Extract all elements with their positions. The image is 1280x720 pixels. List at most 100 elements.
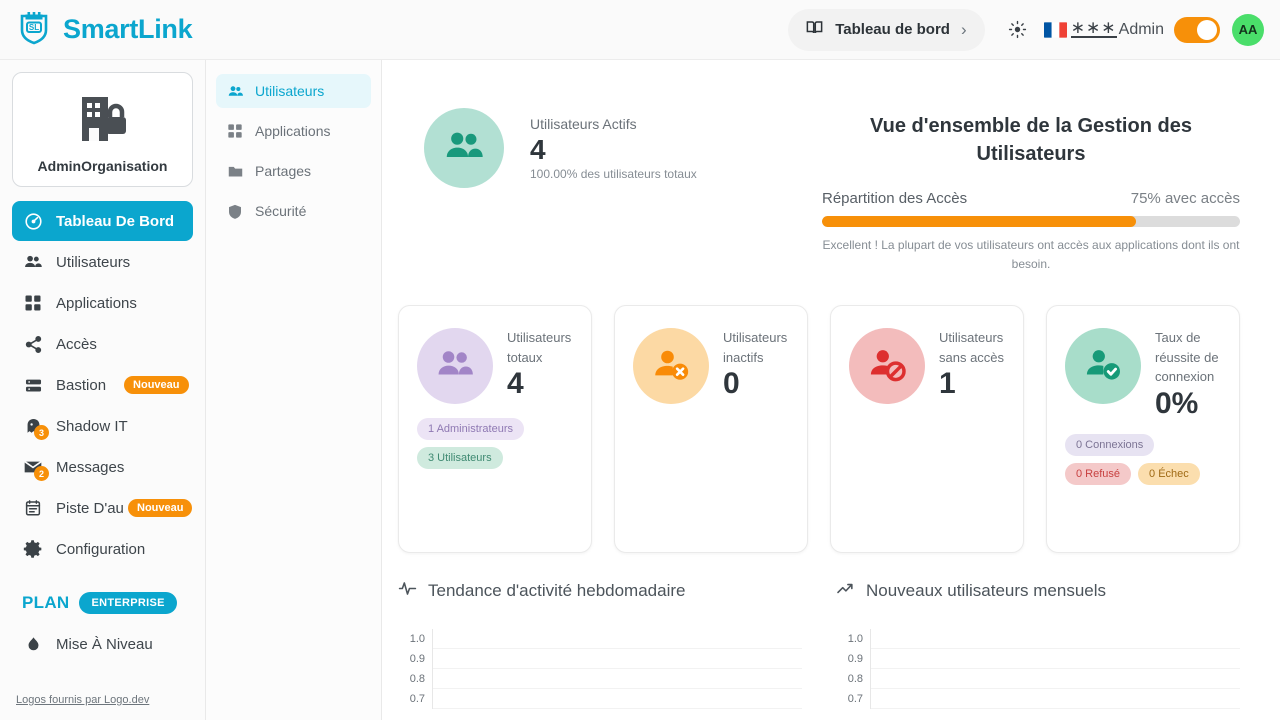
folder-icon [226, 162, 244, 180]
sidebar-nav: Tableau De Bord Utilisateurs [0, 201, 205, 570]
sidebar-item-piste-audit[interactable]: Piste D'au Nouveau [12, 488, 193, 528]
building-lock-icon [72, 97, 134, 149]
users-icon [22, 251, 44, 273]
sidebar-item-acces[interactable]: Accès [12, 324, 193, 364]
sidebar-label-bastion: Bastion [56, 376, 107, 394]
envelope-icon: 2 [22, 456, 49, 481]
user-check-icon [1082, 343, 1124, 390]
logo-credit-link[interactable]: Logos fournis par Logo.dev [16, 694, 150, 706]
plan-tier-badge: ENTERPRISE [79, 592, 177, 614]
toggle-knob [1197, 19, 1217, 40]
subnav-label-utilisateurs: Utilisateurs [255, 83, 325, 99]
sidebar-item-configuration[interactable]: Configuration [12, 529, 193, 569]
sidebar-item-upgrade[interactable]: Mise À Niveau [12, 624, 193, 664]
sun-icon[interactable] [999, 11, 1037, 49]
users-icon [442, 124, 486, 173]
sidebar-item-shadow-it[interactable]: 3 Shadow IT [12, 406, 193, 446]
login-rate-label: Taux de réussite de connexion [1155, 330, 1219, 385]
subnav-item-applications[interactable]: Applications [216, 114, 371, 148]
gridline [433, 689, 802, 710]
card-header: Utilisateurs sans accès 1 [849, 328, 1005, 405]
admin-mode-toggle[interactable] [1174, 16, 1220, 43]
sidebar-item-bastion[interactable]: Bastion Nouveau [12, 365, 193, 405]
kpi-card-login-success-rate[interactable]: Taux de réussite de connexion 0% 0 Conne… [1046, 305, 1240, 554]
login-rate-value: 0% [1155, 386, 1199, 420]
kpi-card-total-users[interactable]: Utilisateurs totaux 4 1 Administrateurs … [398, 305, 592, 554]
sidebar-footer: Logos fournis par Logo.dev [0, 680, 205, 720]
admin-label: Admin [1118, 20, 1164, 38]
sidebar-item-utilisateurs[interactable]: Utilisateurs [12, 242, 193, 282]
organisation-card[interactable]: AdminOrganisation [12, 72, 193, 187]
inactive-users-label: Utilisateurs inactifs [723, 330, 788, 365]
messages-count: 2 [34, 466, 49, 481]
kpi-card-inactive-users[interactable]: Utilisateurs inactifs 0 [614, 305, 808, 554]
sidebar-label-acces: Accès [56, 335, 97, 353]
sidebar-label-utilisateurs: Utilisateurs [56, 253, 131, 271]
chart-monthly-new-users: Nouveaux utilisateurs mensuels 1.0 0.9 0… [836, 579, 1240, 710]
card-text: Utilisateurs sans accès 1 [939, 328, 1005, 400]
chip-connexions: 0 Connexions [1065, 433, 1155, 456]
badge-nouveau-bastion: Nouveau [124, 376, 189, 394]
brand-name: SmartLink [63, 14, 193, 44]
chart-header: Tendance d'activité hebdomadaire [398, 579, 802, 603]
more-options-icon[interactable]: ∗∗∗ [1070, 11, 1117, 49]
active-users-subtext: 100.00% des utilisateurs totaux [530, 166, 697, 181]
overview-title: Vue d'ensemble de la Gestion des Utilisa… [870, 115, 1192, 165]
subnav-item-partages[interactable]: Partages [216, 154, 371, 188]
book-icon [805, 18, 824, 42]
chart-plot-monthly: 1.0 0.9 0.8 0.7 [836, 629, 1240, 710]
subnav-label-applications: Applications [255, 123, 331, 139]
ytick: 0.8 [847, 673, 863, 686]
flame-icon [22, 633, 44, 655]
chart-header: Nouveaux utilisateurs mensuels [836, 579, 1240, 603]
access-percent-suffix: avec accès [1160, 190, 1240, 207]
main-content: Utilisateurs Actifs 4 100.00% des utilis… [382, 60, 1280, 720]
card-header: Utilisateurs totaux 4 [417, 328, 573, 405]
dashboard-icon [22, 210, 44, 232]
sidebar-item-dashboard[interactable]: Tableau De Bord [12, 201, 193, 241]
total-users-icon-circle [417, 328, 493, 405]
primary-sidebar: AdminOrganisation Tableau De Bord [0, 60, 206, 720]
activity-pulse-icon [398, 579, 417, 603]
active-users-label: Utilisateurs Actifs [530, 115, 637, 132]
inactive-users-value: 0 [723, 367, 740, 401]
subnav-label-securite: Sécurité [255, 203, 307, 219]
login-rate-chips: 0 Connexions 0 Refusé 0 Échec [1065, 433, 1221, 485]
french-flag-icon[interactable] [1037, 11, 1075, 49]
sidebar-item-messages[interactable]: 2 Messages [12, 447, 193, 487]
share-icon [22, 333, 44, 355]
chart-title-weekly: Tendance d'activité hebdomadaire [428, 581, 686, 601]
gridline [433, 669, 802, 690]
sidebar-label-piste-audit: Piste D'au [56, 499, 124, 517]
plan-row: PLAN ENTERPRISE [0, 570, 205, 624]
svg-text:SL: SL [29, 23, 39, 32]
brand-logo[interactable]: SL SmartLink [14, 7, 193, 52]
card-text: Taux de réussite de connexion 0% [1155, 328, 1221, 420]
sidebar-label-acces-apps: Applications [56, 294, 137, 312]
ytick: 1.0 [847, 633, 863, 646]
chip-utilisateurs: 3 Utilisateurs [417, 447, 503, 470]
shadow-it-count: 3 [34, 425, 49, 440]
sidebar-item-applications[interactable]: Applications [12, 283, 193, 323]
sidebar-label-shadow-it: Shadow IT [56, 417, 128, 435]
user-blocked-icon [866, 343, 908, 390]
users-icon [434, 343, 476, 390]
sidebar-label-messages: Messages [56, 458, 125, 476]
no-access-label: Utilisateurs sans accès [939, 330, 1005, 365]
avatar[interactable]: AA [1232, 13, 1264, 46]
kpi-cards: Utilisateurs totaux 4 1 Administrateurs … [398, 305, 1240, 554]
subnav-item-securite[interactable]: Sécurité [216, 194, 371, 228]
organisation-name: AdminOrganisation [37, 158, 168, 174]
gridline [871, 629, 1240, 650]
ytick: 0.9 [847, 653, 863, 666]
kpi-card-users-without-access[interactable]: Utilisateurs sans accès 1 [830, 305, 1024, 554]
server-icon [22, 374, 44, 396]
trend-up-icon [836, 579, 855, 603]
breadcrumb-pill[interactable]: Tableau de bord › [788, 8, 985, 51]
ytick: 1.0 [409, 633, 425, 646]
chip-administrateurs: 1 Administrateurs [417, 418, 524, 441]
login-rate-icon-circle [1065, 328, 1141, 405]
more-glyph: ∗∗∗ [1070, 18, 1117, 38]
subnav-item-utilisateurs[interactable]: Utilisateurs [216, 74, 371, 108]
